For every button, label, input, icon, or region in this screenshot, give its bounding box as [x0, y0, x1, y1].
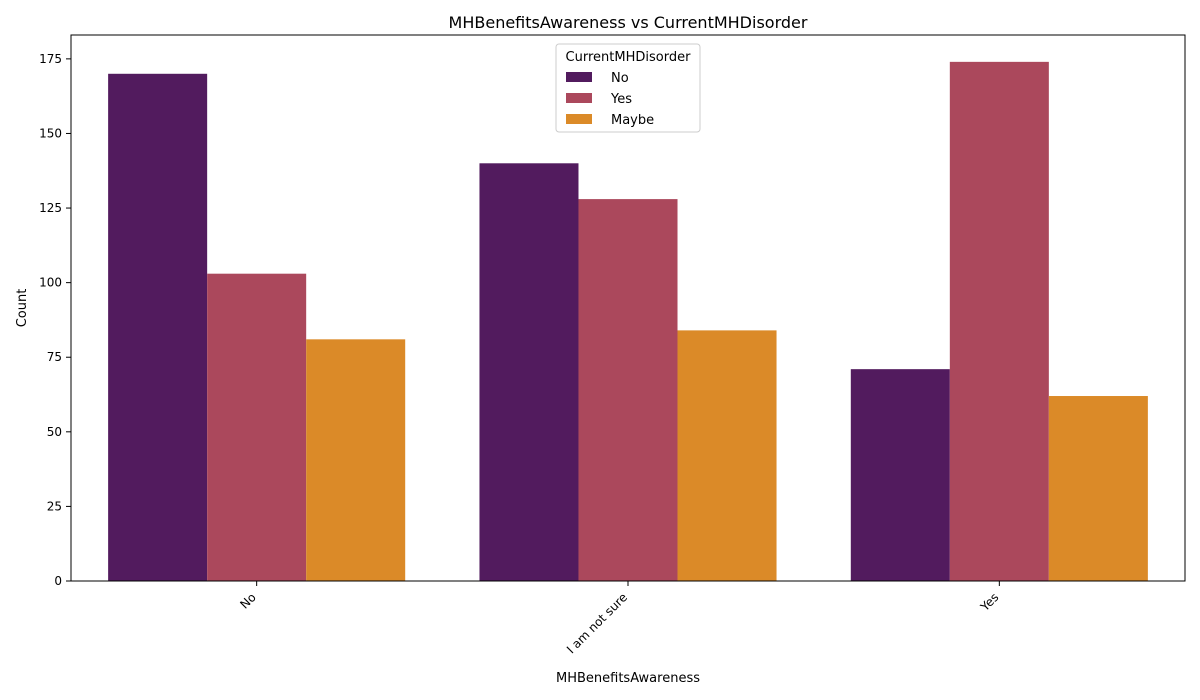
x-axis: No I am not sure Yes [237, 581, 1001, 656]
plot-frame [70, 34, 1186, 582]
legend-label-no: No [611, 71, 629, 86]
bar-yes-0 [207, 273, 307, 581]
legend-label-maybe: Maybe [611, 113, 654, 128]
bar-no-1 [479, 163, 579, 581]
legend: CurrentMHDisorder No Yes Maybe [555, 43, 701, 133]
y-axis: 0 25 50 75 100 125 150 175 [39, 52, 71, 588]
x-axis-label: MHBenefitsAwareness [556, 671, 700, 686]
y-tick-label: 0 [54, 574, 62, 588]
bar-no-0 [108, 73, 208, 581]
bar-no-2 [850, 369, 950, 581]
legend-label-yes: Yes [610, 92, 632, 107]
bar-maybe-1 [677, 330, 777, 581]
bar-yes-2 [949, 61, 1049, 581]
y-axis-label: Count [15, 289, 30, 328]
legend-title: CurrentMHDisorder [566, 50, 692, 65]
y-tick-label: 100 [39, 276, 62, 290]
legend-swatch-yes [566, 93, 592, 103]
bars-group [108, 61, 1148, 581]
x-tick-label: Yes [977, 590, 1001, 614]
legend-frame [555, 43, 701, 133]
bar-yes-1 [578, 199, 678, 581]
y-tick-label: 150 [39, 126, 62, 140]
x-tick-label: I am not sure [564, 590, 630, 656]
legend-swatch-no [566, 72, 592, 82]
x-tick-label: No [237, 590, 258, 611]
legend-swatch-maybe [566, 114, 592, 124]
y-tick-label: 50 [47, 425, 62, 439]
y-tick-label: 25 [47, 499, 62, 513]
y-tick-label: 125 [39, 201, 62, 215]
chart-title: MHBenefitsAwareness vs CurrentMHDisorder [449, 13, 808, 32]
y-tick-label: 175 [39, 52, 62, 66]
y-tick-label: 75 [47, 350, 62, 364]
bar-maybe-0 [306, 339, 406, 581]
bar-maybe-2 [1048, 396, 1148, 581]
